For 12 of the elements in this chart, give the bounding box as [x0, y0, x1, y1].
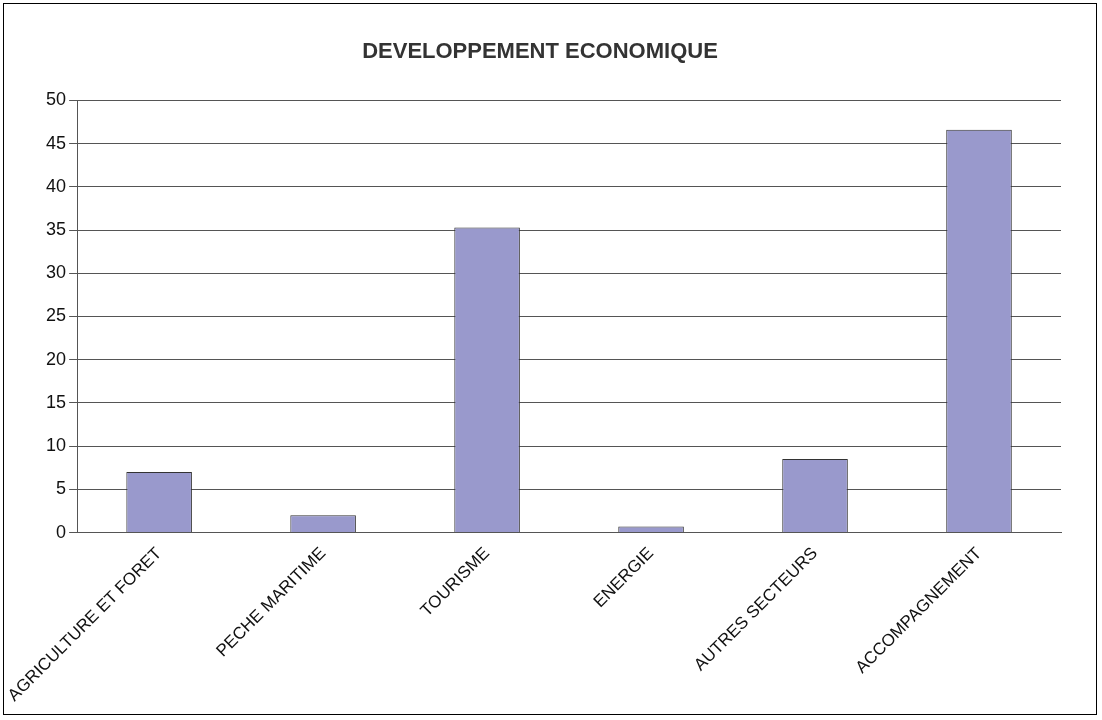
- y-tick-label: 5: [56, 478, 67, 499]
- y-tick-label: 0: [56, 521, 67, 542]
- chart-title: DEVELOPPEMENT ECONOMIQUE: [362, 38, 718, 64]
- y-tick-label: 35: [46, 219, 67, 240]
- y-tick-label: 45: [46, 132, 67, 153]
- y-tick-label: 50: [46, 89, 67, 110]
- y-tick-label: 40: [46, 175, 67, 196]
- y-tick-label: 30: [46, 262, 67, 283]
- y-tick-label: 15: [46, 391, 67, 412]
- y-tick-label: 10: [46, 435, 67, 456]
- y-tick-label: 20: [46, 348, 67, 369]
- y-tick-label: 25: [46, 305, 67, 326]
